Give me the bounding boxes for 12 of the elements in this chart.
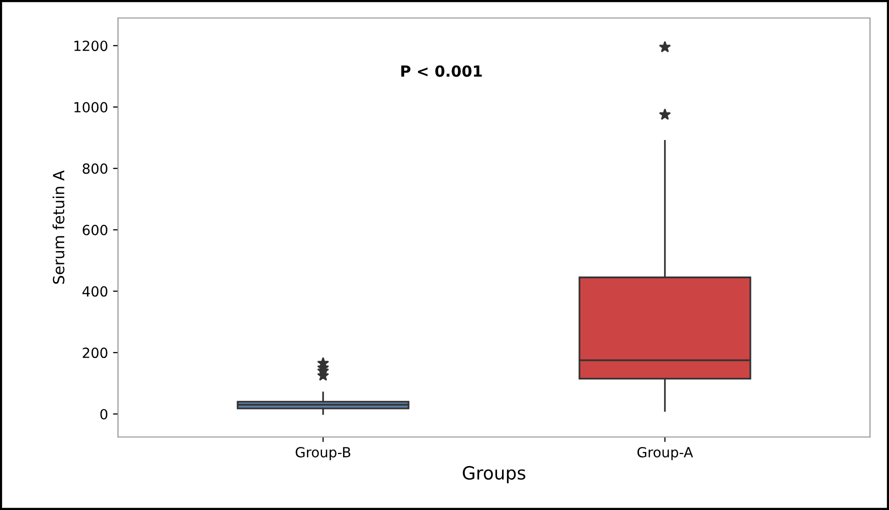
y-tick-label: 400: [82, 286, 108, 297]
y-tick-label: 600: [82, 224, 108, 236]
y-tick-label: 0: [100, 408, 108, 420]
y-tick-label: 800: [82, 163, 108, 174]
annotation: P < 0.001: [401, 65, 482, 77]
y-tick-label: 1200: [74, 40, 108, 52]
x-tick-label: Group-A: [637, 446, 694, 460]
y-axis-title: Serum fetuin A: [52, 170, 64, 284]
y-tick-label: 1000: [74, 102, 108, 112]
x-axis-title: Groups: [462, 466, 526, 484]
y-tick-label: 200: [82, 348, 108, 358]
x-tick-label: Group-B: [296, 446, 350, 460]
